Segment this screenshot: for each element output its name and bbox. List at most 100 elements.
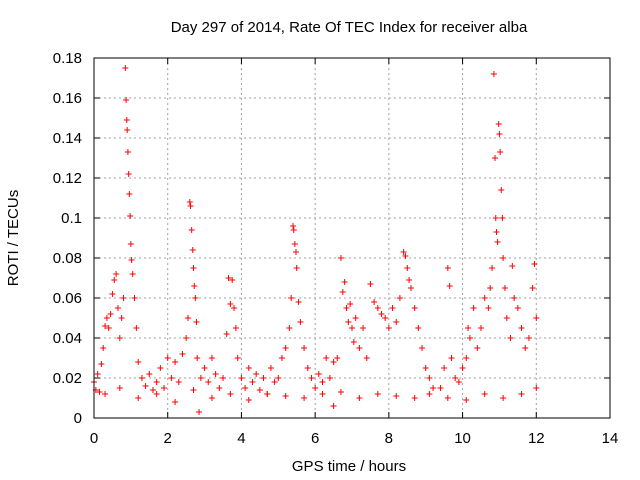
data-point [511,295,518,301]
data-point [225,275,232,281]
y-tick-label: 0.06 [53,290,82,307]
data-point [382,315,389,321]
data-point [393,319,400,325]
data-point [133,325,140,331]
data-point [531,261,538,267]
data-point [123,97,130,103]
y-tick-label: 0.14 [53,130,82,147]
data-point [100,345,107,351]
data-point [196,409,203,415]
data-point [518,325,525,331]
x-tick-label: 12 [528,430,545,447]
data-point [352,315,359,321]
data-point [500,255,507,261]
data-point [153,379,160,385]
x-tick-label: 8 [385,430,393,447]
data-point [343,305,350,311]
data-point [120,295,127,301]
data-point [444,265,451,271]
data-point [102,391,109,397]
tick-labels: 0 2 4 6 8 10 12 14 0 0.02 0.04 0.06 0.08 0.1 0.12 0.14 0… [53,50,619,447]
data-point [503,315,510,321]
data-point [161,385,168,391]
data-point [490,71,497,77]
data-point [481,391,488,397]
data-point [191,283,198,289]
data-point [135,359,142,365]
data-point [426,391,433,397]
data-point [337,255,344,261]
x-tick-label: 10 [454,430,471,447]
data-point [153,391,160,397]
data-point [374,305,381,311]
data-point [227,301,234,307]
data-point [330,359,337,365]
data-point [301,395,308,401]
data-point [192,295,199,301]
data-point [111,277,118,283]
data-point [407,285,414,291]
data-point [290,227,297,233]
data-point [232,325,239,331]
data-point [350,339,357,345]
data-point [356,345,363,351]
data-point [245,365,252,371]
data-point [290,223,297,229]
data-point [494,239,501,245]
data-point [334,355,341,361]
data-point [497,149,504,155]
data-point [493,229,500,235]
data-point [164,355,171,361]
y-tick-label: 0.08 [53,250,82,267]
data-point [315,371,322,377]
data-point [194,355,201,361]
data-point [286,325,293,331]
data-point [411,305,418,311]
y-axis-label: ROTI / TECUs [5,190,22,286]
data-point [337,389,344,395]
data-point [129,271,136,277]
y-tick-label: 0.18 [53,50,82,67]
y-tick-label: 0.12 [53,170,82,187]
data-point [463,397,470,403]
data-point [411,395,418,401]
data-point [478,325,484,331]
data-point [128,257,135,263]
data-point [190,387,197,393]
data-point [402,253,409,259]
data-point [189,247,196,253]
data-point [487,285,494,291]
data-point [126,191,133,197]
data-point [525,335,532,341]
data-point [495,121,502,127]
y-tick-label: 0 [74,410,82,427]
data-point [385,325,392,331]
data-point [227,391,234,397]
data-point [498,187,505,193]
data-point [135,395,142,401]
data-point [514,305,521,311]
x-tick-label: 4 [237,430,245,447]
data-point [256,387,263,393]
data-point [212,371,219,377]
data-point [238,375,245,381]
data-point [260,375,267,381]
data-point [466,335,473,341]
data-point [319,391,326,397]
x-tick-label: 0 [90,430,98,447]
data-point [172,399,179,405]
data-point [406,277,413,283]
data-point [175,379,182,385]
data-point [426,375,433,381]
data-point [96,389,103,395]
data-point [312,385,319,391]
data-point [347,301,354,307]
data-point [113,271,120,277]
data-point [319,379,326,385]
data-point [419,345,426,351]
data-point [188,227,195,233]
data-point [415,325,422,331]
data-point [124,127,131,133]
data-point [455,379,462,385]
